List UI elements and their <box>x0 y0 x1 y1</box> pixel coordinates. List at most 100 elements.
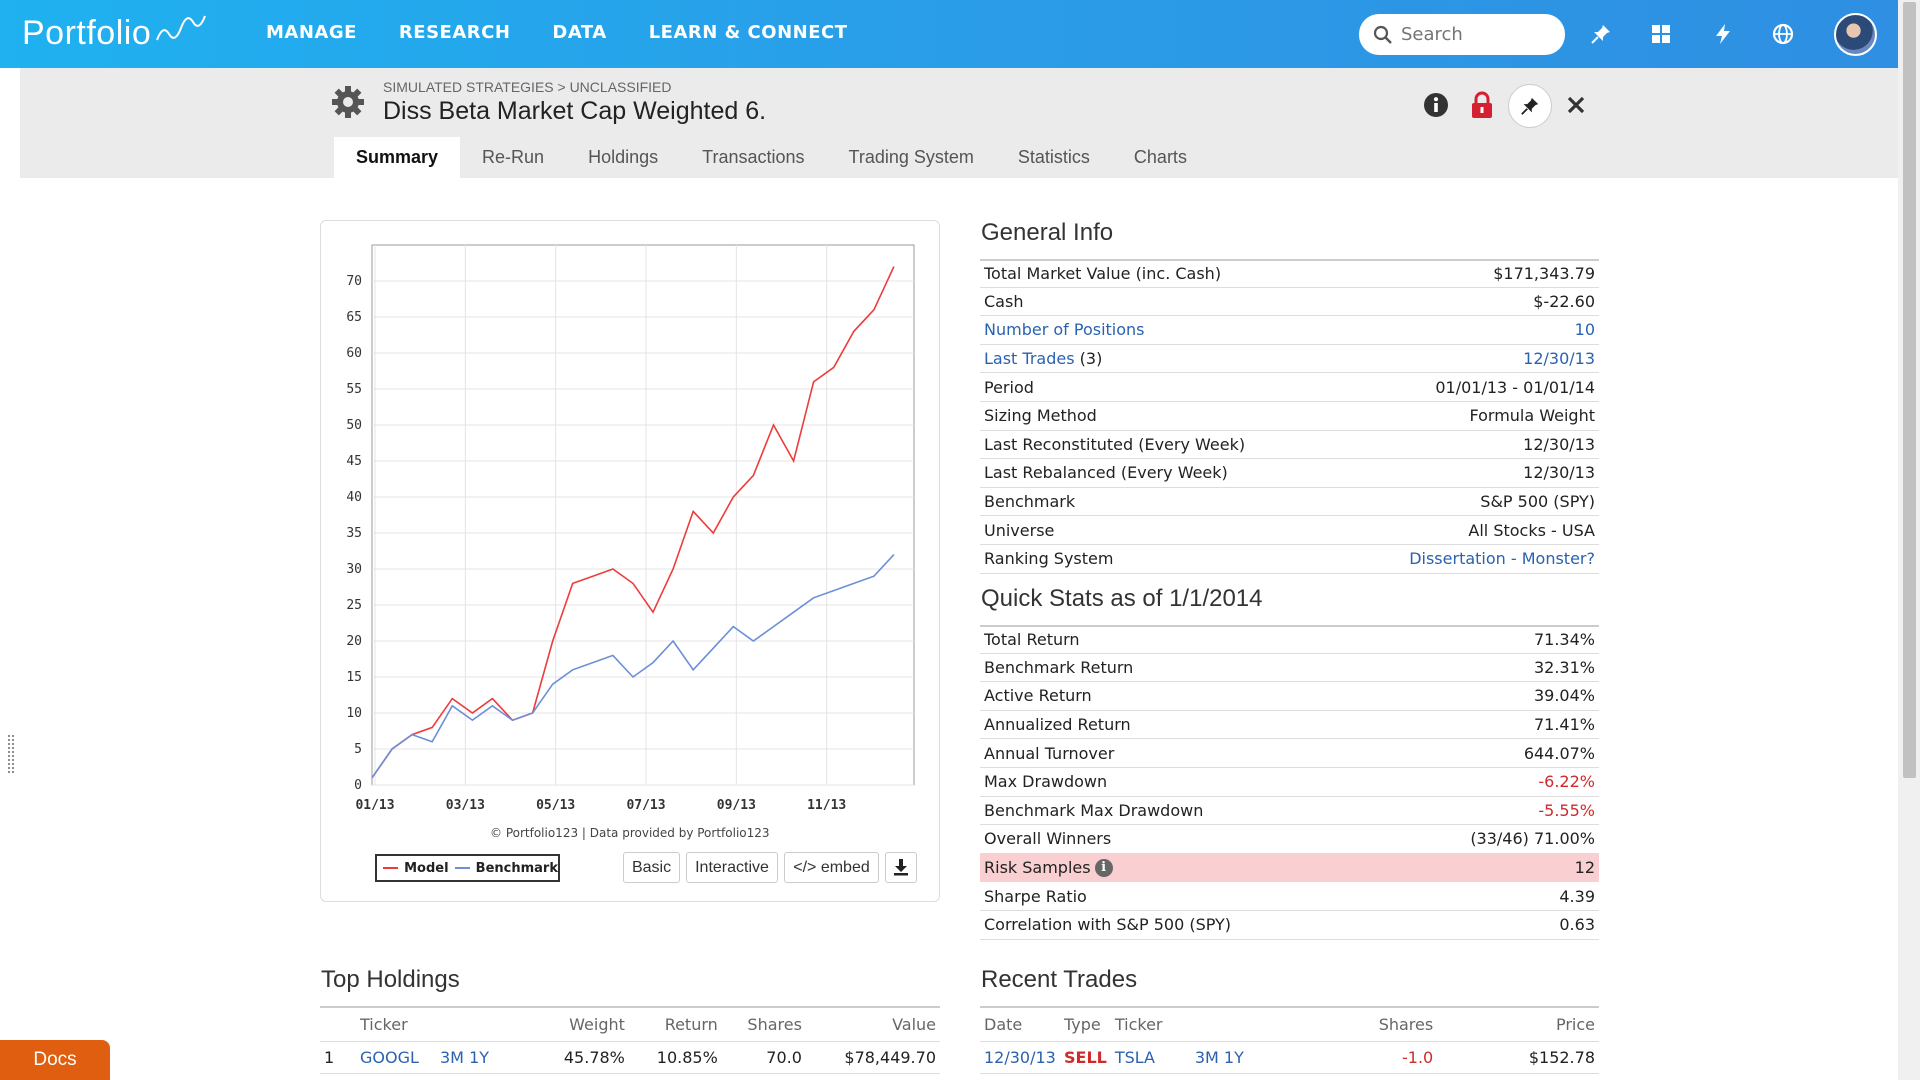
avatar[interactable] <box>1834 13 1877 56</box>
1y-link[interactable]: 1Y <box>469 1047 490 1067</box>
tab-charts[interactable]: Charts <box>1133 147 1187 167</box>
nav-manage[interactable]: MANAGE <box>266 22 357 43</box>
quick-stats-title: Quick Stats as of 1/1/2014 <box>981 585 1263 612</box>
table-header-row: Ticker Weight Return Shares Value <box>320 1006 940 1042</box>
top-holdings-title: Top Holdings <box>321 966 460 993</box>
tab-re-run[interactable]: Re-Run <box>482 147 545 167</box>
info-row: Total Market Value (inc. Cash) $171,343.7… <box>980 259 1599 288</box>
3m-link[interactable]: 3M <box>1194 1047 1219 1067</box>
recent-trades-table: Date Type Ticker Shares Price 12/30/13 S… <box>980 1006 1599 1074</box>
stat-row: Active Return 39.04% <box>980 682 1599 711</box>
search-box[interactable] <box>1359 14 1565 55</box>
col-price[interactable]: Price <box>1437 1006 1599 1042</box>
info-row: Period 01/01/13 - 01/01/14 <box>980 373 1599 402</box>
interactive-button[interactable]: Interactive <box>686 852 778 883</box>
gear-icon[interactable] <box>330 84 366 124</box>
portfolio123-logo[interactable]: Portfolio <box>22 14 213 53</box>
tab-statistics[interactable]: Statistics <box>1017 147 1090 167</box>
col-date[interactable]: Date <box>980 1006 1060 1042</box>
table-row: 12/30/13 SELL TSLA 3M 1Y -1.0 $152.78 <box>980 1041 1599 1074</box>
tab-trading-system[interactable]: Trading System <box>848 147 974 167</box>
y-tick-label: 50 <box>346 418 362 433</box>
stat-row: Sharpe Ratio 4.39 <box>980 882 1599 911</box>
nav-data[interactable]: DATA <box>552 22 607 43</box>
close-icon[interactable] <box>1561 90 1591 120</box>
basic-button[interactable]: Basic <box>623 852 680 883</box>
col-ticker[interactable]: Ticker <box>1110 1006 1191 1042</box>
y-tick-label: 0 <box>354 778 362 793</box>
col-periods <box>1190 1006 1301 1042</box>
col-shares[interactable]: Shares <box>721 1006 806 1042</box>
pin-icon <box>1521 97 1539 115</box>
y-tick-label: 5 <box>354 742 362 757</box>
col-value[interactable]: Value <box>805 1006 940 1042</box>
info-row: Sizing Method Formula Weight <box>980 402 1599 431</box>
legend-model[interactable]: Model <box>404 860 449 876</box>
strategy-tabs: Summary Re-Run Holdings Transactions Tra… <box>334 137 1209 178</box>
y-tick-label: 70 <box>346 274 362 289</box>
lightning-icon[interactable] <box>1709 20 1737 48</box>
y-tick-label: 25 <box>346 598 362 613</box>
download-button[interactable] <box>885 852 917 883</box>
tab-transactions[interactable]: Transactions <box>702 147 805 167</box>
col-ticker[interactable]: Ticker <box>356 1006 436 1042</box>
info-row: Last Reconstituted (Every Week) 12/30/13 <box>980 431 1599 460</box>
y-tick-label: 40 <box>346 490 362 505</box>
x-tick-label: 03/13 <box>446 798 485 813</box>
lock-icon[interactable] <box>1467 90 1497 120</box>
last-trades-link[interactable]: Last Trades <box>984 349 1075 369</box>
nav-research[interactable]: RESEARCH <box>398 22 511 43</box>
strategy-header <box>20 68 1898 178</box>
col-rank <box>320 1006 356 1042</box>
ticker-link[interactable]: TSLA <box>1110 1041 1191 1074</box>
ticker-link[interactable]: GOOGL <box>356 1041 436 1074</box>
x-tick-label: 09/13 <box>717 798 756 813</box>
page-title: Diss Beta Market Cap Weighted 6. <box>383 97 767 125</box>
tab-holdings[interactable]: Holdings <box>588 147 659 167</box>
col-shares[interactable]: Shares <box>1300 1006 1438 1042</box>
col-return[interactable]: Return <box>628 1006 722 1042</box>
x-tick-label: 01/13 <box>355 798 394 813</box>
top-navigation-bar: Portfolio MANAGE RESEARCH DATA LEARN & C… <box>0 0 1898 68</box>
info-icon[interactable] <box>1421 90 1451 120</box>
series-line-benchmark <box>371 554 895 779</box>
info-row[interactable]: Ranking System Dissertation - Monster? <box>980 545 1599 574</box>
info-icon[interactable]: i <box>1094 859 1113 878</box>
apps-grid-icon[interactable] <box>1647 20 1675 48</box>
general-info-title: General Info <box>981 219 1114 246</box>
info-row[interactable]: Last Trades (3) 12/30/13 <box>980 345 1599 374</box>
y-tick-label: 30 <box>346 562 362 577</box>
pin-icon[interactable] <box>1587 20 1615 48</box>
y-tick-label: 10 <box>346 706 362 721</box>
trade-date-link[interactable]: 12/30/13 <box>980 1041 1060 1074</box>
search-icon <box>1373 25 1392 44</box>
stat-row: Benchmark Max Drawdown -5.55% <box>980 797 1599 826</box>
y-tick-label: 35 <box>346 526 362 541</box>
pin-button[interactable] <box>1508 84 1552 128</box>
stat-row-highlighted: Risk Samples i 12 <box>980 853 1599 883</box>
x-tick-label: 11/13 <box>807 798 846 813</box>
nav-learn-connect[interactable]: LEARN & CONNECT <box>648 22 848 43</box>
col-type[interactable]: Type <box>1060 1006 1111 1042</box>
1y-link[interactable]: 1Y <box>1223 1047 1244 1067</box>
stat-row: Max Drawdown -6.22% <box>980 768 1599 797</box>
docs-button[interactable]: Docs <box>0 1040 110 1080</box>
info-row: Benchmark S&P 500 (SPY) <box>980 488 1599 517</box>
embed-button[interactable]: </> embed <box>784 852 879 883</box>
ranking-system-link[interactable]: Dissertation - Monster? <box>1409 549 1595 569</box>
number-of-positions-link[interactable]: Number of Positions <box>984 320 1145 340</box>
info-row[interactable]: Number of Positions 10 <box>980 316 1599 345</box>
stat-row: Total Return 71.34% <box>980 625 1599 654</box>
scrollbar-thumb[interactable] <box>1903 2 1916 778</box>
3m-link[interactable]: 3M <box>440 1047 464 1067</box>
legend-benchmark[interactable]: Benchmark <box>475 860 558 876</box>
x-tick-label: 05/13 <box>536 798 575 813</box>
breadcrumb[interactable]: SIMULATED STRATEGIES > UNCLASSIFIED <box>383 79 672 95</box>
table-row: 1 GOOGL 3M 1Y 45.78% 10.85% 70.0 $78,449… <box>320 1041 940 1074</box>
download-icon <box>894 859 908 876</box>
side-drag-handle[interactable] <box>7 734 15 774</box>
globe-icon[interactable] <box>1769 20 1797 48</box>
col-weight[interactable]: Weight <box>536 1006 629 1042</box>
tab-summary[interactable]: Summary <box>334 137 461 178</box>
search-input[interactable] <box>1401 24 1551 45</box>
